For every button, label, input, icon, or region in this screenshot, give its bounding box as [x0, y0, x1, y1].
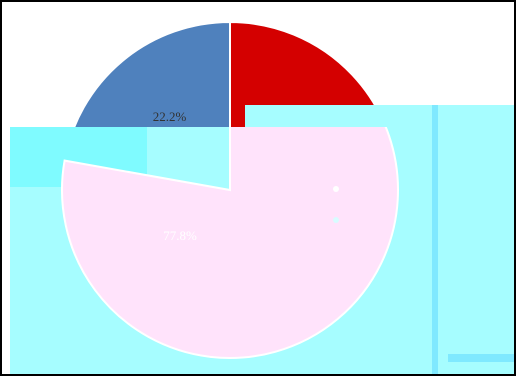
glitch-bar [432, 105, 438, 374]
render-glitch [10, 105, 514, 374]
data-label: 22.2% [153, 109, 187, 124]
data-label: 77.8% [163, 228, 197, 243]
glitch-dot [333, 217, 339, 223]
glitch-dot [333, 186, 339, 192]
data-labels: 22.2% 77.8% [153, 109, 197, 243]
glitch-bar [448, 354, 514, 362]
glitch-slice [61, 127, 399, 359]
